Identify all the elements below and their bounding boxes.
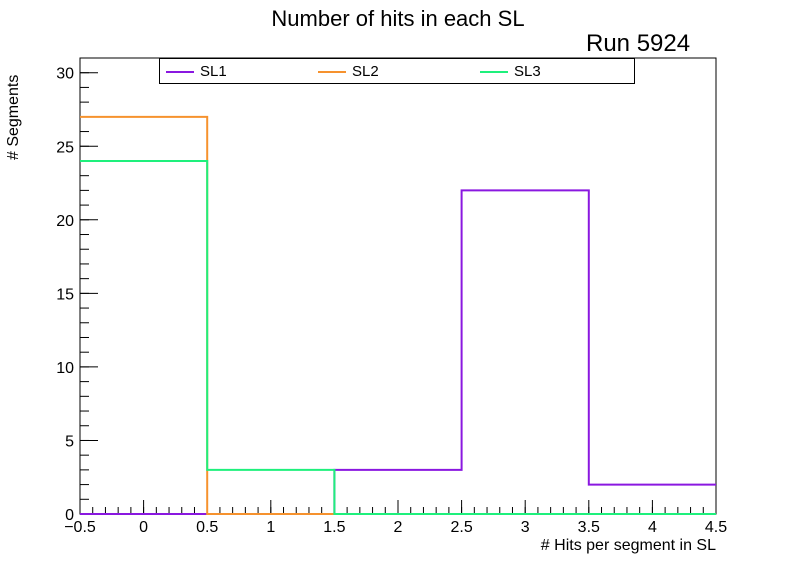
x-tick-label: 3.5 xyxy=(578,519,600,536)
legend-swatch-sl2 xyxy=(318,71,346,73)
histogram-series-sl2 xyxy=(80,115,716,515)
x-tick-label: 1.5 xyxy=(323,519,345,536)
x-tick-label: −0.5 xyxy=(64,519,96,536)
y-tick-label: 25 xyxy=(56,139,74,156)
histogram-series-sl3 xyxy=(80,159,716,515)
histogram-series-sl1 xyxy=(80,189,716,515)
x-tick-label: 3 xyxy=(521,519,530,536)
x-tick-label: 0 xyxy=(139,519,148,536)
chart-title: Number of hits in each SL xyxy=(271,6,525,31)
y-tick-label: 30 xyxy=(56,66,74,83)
legend: SL1 SL2 SL3 xyxy=(159,58,635,84)
x-axis-label: # Hits per segment in SL xyxy=(540,537,716,554)
legend-swatch-sl3 xyxy=(480,71,508,73)
y-tick-label: 15 xyxy=(56,286,74,303)
x-tick-label: 2 xyxy=(394,519,403,536)
legend-label-sl3: SL3 xyxy=(514,63,541,80)
legend-swatch-sl1 xyxy=(166,71,194,73)
x-tick-label: 1 xyxy=(266,519,275,536)
legend-label-sl2: SL2 xyxy=(352,63,379,80)
y-tick-label: 0 xyxy=(65,507,74,524)
x-tick-label: 4.5 xyxy=(705,519,727,536)
legend-label-sl1: SL1 xyxy=(200,63,227,80)
x-tick-label: 4 xyxy=(648,519,657,536)
y-axis-label: # Segments xyxy=(5,74,22,160)
y-tick-label: 5 xyxy=(65,433,74,450)
run-annotation: Run 5924 xyxy=(586,30,691,57)
x-tick-label: 0.5 xyxy=(196,519,218,536)
x-tick-label: 2.5 xyxy=(450,519,472,536)
y-tick-label: 20 xyxy=(56,213,74,230)
plot-frame xyxy=(79,57,717,515)
y-tick-label: 10 xyxy=(56,360,74,377)
